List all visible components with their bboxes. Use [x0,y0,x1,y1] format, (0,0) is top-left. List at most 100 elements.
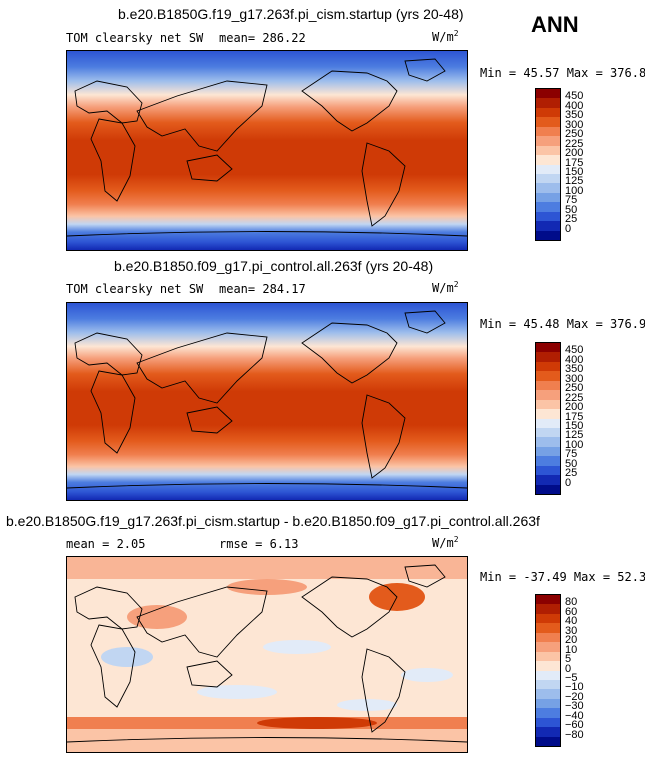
panel-3-minmax: Min = -37.49 Max = 52.34 [480,570,645,584]
colorbar-swatch [536,475,560,485]
colorbar-tick-label: 100 [565,438,584,451]
panel-3-title: b.e20.B1850G.f19_g17.263f.pi_cism.startu… [6,513,540,529]
panel-1-minmax: Min = 45.57 Max = 376.85 [480,66,645,80]
colorbar-tick-label: 200 [565,401,584,414]
colorbar-swatch [536,465,560,476]
colorbar-swatch [536,371,560,381]
colorbar-swatch [536,698,560,709]
colorbar-tick-label: 150 [565,419,584,432]
colorbar-swatch [536,717,560,728]
colorbar-swatch [536,211,560,222]
colorbar-swatch [536,446,560,457]
panel-2-units: W/m2 [432,280,459,295]
colorbar-swatch [536,661,560,671]
colorbar-tick-label: 175 [565,156,584,169]
colorbar-swatch [536,613,560,624]
colorbar-tick-label: 300 [565,372,584,385]
colorbar-swatch [536,595,560,605]
colorbar-tick-label: 80 [565,596,578,609]
colorbar-tick-label: 50 [565,203,578,216]
colorbar-swatch [536,183,560,193]
panel-3-rmse-label: rmse = 6.13 [219,537,299,551]
colorbar-tick-label: −80 [565,728,584,741]
colorbar-tick-label: −60 [565,719,584,732]
colorbar-tick-label: 250 [565,128,584,141]
colorbar-tick-label: 175 [565,410,584,423]
colorbar-swatch [536,399,560,410]
colorbar-swatch [536,155,560,165]
colorbar-swatch [536,136,560,146]
panel-2-mean-label: mean= 284.17 [219,282,306,296]
colorbar-swatch [536,632,560,643]
colorbar-swatch [536,352,560,362]
panel-2-title: b.e20.B1850.f09_g17.pi_control.all.263f … [114,258,434,274]
panel-3-map-field [67,557,467,752]
colorbar-tick-label: 125 [565,175,584,188]
panel-3-mean-label: mean = 2.05 [66,537,146,551]
colorbar-tick-label: 0 [565,476,572,489]
colorbar-tick-label: 25 [565,213,578,226]
panel-1-variable-label: TOM clearsky net SW [66,31,204,45]
colorbar-swatch [536,126,560,137]
colorbar-swatch [536,727,560,737]
colorbar-swatch [536,164,560,174]
colorbar-tick-label: 75 [565,194,578,207]
colorbar-tick-label: 50 [565,457,578,470]
panel-1-title: b.e20.B1850G.f19_g17.263f.pi_cism.startu… [118,6,464,22]
colorbar-swatch [536,437,560,447]
colorbar-swatch [536,117,560,127]
panel-2-map [66,302,468,501]
panel-3-map [66,556,468,753]
colorbar-swatch [536,380,560,391]
colorbar-tick-label: 0 [565,222,572,235]
colorbar-swatch [536,98,560,108]
colorbar-tick-label: 300 [565,118,584,131]
panel-3-units: W/m2 [432,535,459,550]
panel-2-map-field [67,303,467,500]
colorbar-tick-label: 100 [565,184,584,197]
colorbar-swatch [536,642,560,652]
panel-1-map [66,50,468,251]
colorbar-swatch [536,107,560,118]
colorbar-swatch [536,343,560,353]
colorbar-swatch [536,418,560,428]
colorbar-swatch [536,670,560,680]
panel-3-colorbar [535,594,561,747]
colorbar-swatch [536,427,560,438]
colorbar-swatch [536,145,560,156]
colorbar-tick-label: 25 [565,467,578,480]
colorbar-swatch [536,604,560,614]
colorbar-tick-label: 30 [565,624,578,637]
colorbar-swatch [536,736,560,746]
colorbar-swatch [536,484,560,494]
panel-2-colorbar [535,342,561,495]
colorbar-swatch [536,708,560,718]
panel-2-variable-label: TOM clearsky net SW [66,282,204,296]
colorbar-swatch [536,679,560,690]
colorbar-tick-label: 20 [565,634,578,647]
colorbar-swatch [536,651,560,662]
colorbar-tick-label: 450 [565,90,584,103]
colorbar-tick-label: 125 [565,429,584,442]
colorbar-tick-label: 60 [565,605,578,618]
colorbar-tick-label: 350 [565,363,584,376]
colorbar-tick-label: 250 [565,382,584,395]
colorbar-tick-label: 400 [565,353,584,366]
colorbar-swatch [536,623,560,633]
colorbar-tick-label: 450 [565,344,584,357]
colorbar-tick-label: 10 [565,643,578,656]
colorbar-swatch [536,456,560,466]
panel-1-map-field [67,51,467,250]
colorbar-tick-label: −30 [565,700,584,713]
colorbar-tick-label: 75 [565,448,578,461]
colorbar-tick-label: 350 [565,109,584,122]
panel-1-colorbar [535,88,561,241]
colorbar-swatch [536,89,560,99]
colorbar-tick-label: 225 [565,391,584,404]
panel-1-mean-label: mean= 286.22 [219,31,306,45]
colorbar-tick-label: −5 [565,671,578,684]
colorbar-tick-label: −20 [565,690,584,703]
colorbar-swatch [536,409,560,419]
colorbar-swatch [536,202,560,212]
colorbar-swatch [536,390,560,400]
